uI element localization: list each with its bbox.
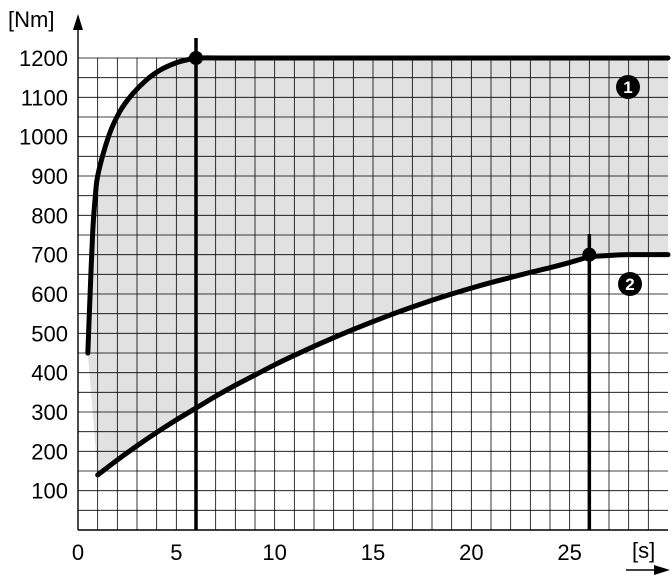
series-badge-2 bbox=[618, 272, 642, 296]
series bbox=[85, 38, 671, 530]
data-marker bbox=[582, 247, 597, 262]
x-tick-label: 20 bbox=[459, 540, 483, 565]
series-badge-1 bbox=[616, 75, 640, 99]
fill-region bbox=[87, 57, 668, 475]
y-tick-label: 800 bbox=[31, 203, 68, 228]
y-axis-unit: [Nm] bbox=[8, 7, 54, 32]
y-tick-label: 300 bbox=[31, 400, 68, 425]
y-tick-label: 600 bbox=[31, 282, 68, 307]
y-tick-label: 500 bbox=[31, 321, 68, 346]
grid bbox=[78, 57, 668, 530]
data-marker bbox=[189, 51, 203, 65]
x-tick-label: 10 bbox=[262, 540, 286, 565]
x-axis-arrow-icon bbox=[654, 565, 670, 575]
x-tick-label: 15 bbox=[361, 540, 385, 565]
y-tick-label: 400 bbox=[31, 361, 68, 386]
series-badge-label: 1 bbox=[623, 78, 632, 97]
x-tick-label: 0 bbox=[72, 540, 84, 565]
y-tick-label: 200 bbox=[31, 439, 68, 464]
series-line-1 bbox=[85, 55, 671, 356]
series-badge-label: 2 bbox=[625, 275, 634, 294]
y-tick-label: 100 bbox=[31, 479, 68, 504]
shaded-area bbox=[87, 57, 668, 475]
y-tick-label: 900 bbox=[31, 164, 68, 189]
tick-labels: 100 200 300 400 500 600 700 800 900 1000 1100 1200 0… bbox=[19, 46, 582, 565]
y-tick-label: 1100 bbox=[21, 85, 68, 110]
x-tick-label: 25 bbox=[557, 540, 581, 565]
y-tick-label: 1000 bbox=[19, 125, 68, 150]
axes bbox=[73, 14, 670, 575]
y-tick-label: 700 bbox=[31, 243, 68, 268]
x-axis-unit: [s] bbox=[632, 538, 655, 563]
y-tick-label: 1200 bbox=[19, 46, 68, 71]
y-axis-arrow-icon bbox=[73, 14, 83, 30]
x-tick-label: 5 bbox=[170, 540, 182, 565]
series-badges: 12 bbox=[616, 75, 642, 296]
